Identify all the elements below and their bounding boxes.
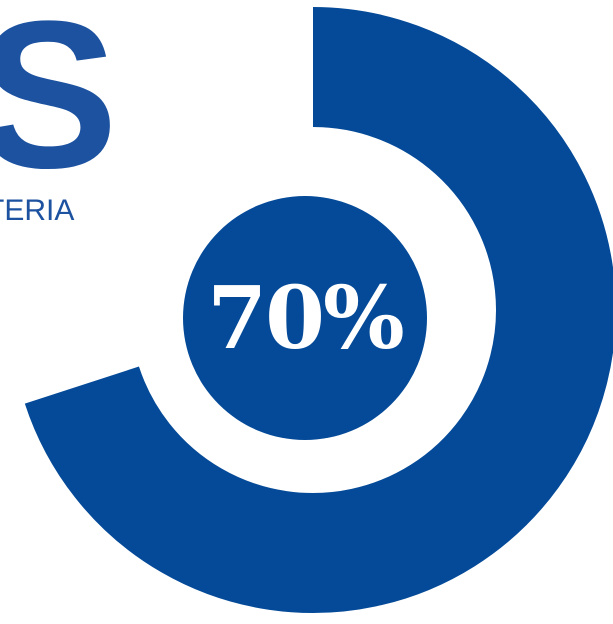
progress-ring-arc — [24, 7, 613, 613]
brand-subtitle: TERIA — [0, 194, 75, 227]
percentage-label: 70% — [207, 267, 404, 369]
brand-letter: S — [0, 0, 119, 212]
center-disc — [183, 196, 427, 440]
